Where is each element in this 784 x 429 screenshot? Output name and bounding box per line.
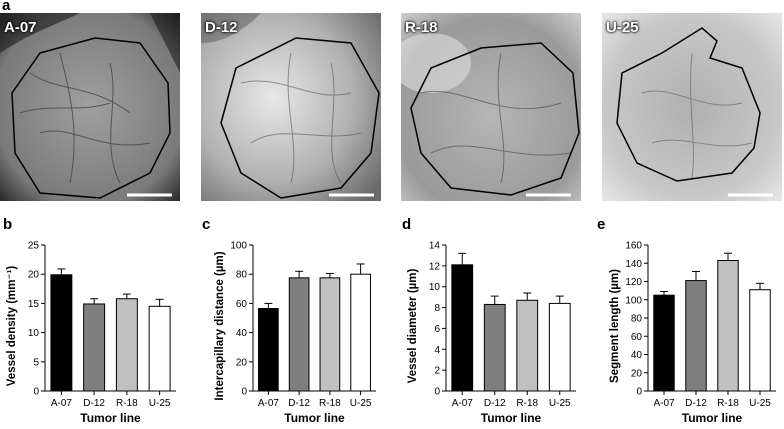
x-axis-label: Tumor line: [682, 411, 743, 425]
bar-chart-svg: 0 2 4 6 8 10 12 14 A-07 D-12 R-18 U-25 Tumor line Ves…: [407, 241, 576, 425]
y-tick-label: 0: [241, 387, 247, 398]
bar: [258, 308, 279, 392]
chart-vessel-diameter: 0 2 4 6 8 10 12 14 A-07 D-12 R-18 U-25 Tumor line Ves…: [400, 232, 578, 429]
bar: [717, 260, 739, 392]
x-tick-label: U-25: [350, 398, 372, 409]
y-tick-label: 160: [625, 241, 642, 252]
bar: [50, 274, 73, 392]
bar: [483, 303, 506, 392]
y-tick-label: 100: [230, 241, 247, 252]
micrograph-label: R-18: [405, 19, 438, 36]
bar: [749, 289, 771, 392]
x-tick-label: A-07: [258, 398, 280, 409]
x-tick-label: R-18: [116, 398, 138, 409]
y-tick-label: 10: [429, 282, 441, 293]
bar: [83, 303, 106, 392]
y-tick-label: 20: [28, 270, 40, 281]
y-tick-label: 140: [625, 259, 642, 270]
micrograph-label: D-12: [205, 19, 238, 36]
y-tick-label: 100: [625, 295, 642, 306]
y-tick-label: 10: [28, 328, 40, 339]
y-tick-label: 2: [434, 366, 440, 377]
y-axis-label: Segment length (µm): [609, 269, 621, 383]
y-tick-label: 0: [636, 387, 642, 398]
chart-vessel-density: 0 5 10 15 20 25 A-07 D-12 R-18 U-25 Tumor line Vess…: [0, 232, 178, 429]
x-tick-label: R-18: [717, 398, 739, 409]
y-tick-label: 8: [434, 303, 440, 314]
bar-chart-svg: 0 5 10 15 20 25 A-07 D-12 R-18 U-25 Tumor line Vess…: [6, 241, 176, 425]
bar: [516, 299, 539, 392]
x-tick-label: R-18: [319, 398, 341, 409]
y-tick-label: 0: [33, 387, 39, 398]
bar: [653, 294, 675, 392]
bar: [319, 277, 341, 392]
x-tick-label: D-12: [83, 398, 105, 409]
x-tick-label: A-07: [51, 398, 73, 409]
y-tick-label: 80: [631, 314, 643, 325]
x-tick-label: D-12: [685, 398, 707, 409]
x-tick-label: A-07: [452, 398, 474, 409]
micrograph-label: U-25: [606, 19, 639, 36]
y-axis-label: Vessel diameter (µm): [407, 269, 419, 384]
y-tick-label: 6: [434, 324, 440, 335]
bar-chart-svg: 0 20 40 60 80 100 120 140 160 A-07 D-12 R-18 U-25 Tum…: [609, 241, 776, 425]
panel-label-a: a: [2, 0, 11, 14]
y-tick-label: 0: [434, 387, 440, 398]
x-tick-label: D-12: [484, 398, 506, 409]
micrograph-label: A-07: [4, 19, 37, 36]
y-tick-label: 40: [236, 328, 248, 339]
y-tick-label: 80: [236, 270, 248, 281]
micrograph-r18: R-18: [401, 13, 581, 201]
x-tick-label: D-12: [288, 398, 310, 409]
y-tick-label: 14: [429, 241, 441, 252]
x-tick-label: U-25: [749, 398, 771, 409]
y-tick-label: 25: [28, 241, 40, 252]
panel-label-b: b: [3, 216, 13, 233]
x-tick-label: U-25: [149, 398, 171, 409]
micrograph-a07-image: [0, 13, 180, 201]
y-tick-label: 60: [631, 332, 643, 343]
panel-label-c: c: [202, 216, 211, 233]
y-axis-label: Vessel density (mm⁻¹): [6, 266, 18, 387]
y-tick-label: 20: [631, 368, 643, 379]
chart-segment-length: 0 20 40 60 80 100 120 140 160 A-07 D-12 R-18 U-25 Tum…: [596, 232, 776, 429]
chart-intercapillary-distance: 0 20 40 60 80 100 A-07 D-12 R-18 U-25 Tumor line In…: [200, 232, 378, 429]
y-tick-label: 40: [631, 350, 643, 361]
x-axis-label: Tumor line: [80, 411, 141, 425]
y-tick-label: 20: [236, 357, 248, 368]
x-tick-label: U-25: [549, 398, 571, 409]
panel-label-d: d: [402, 216, 412, 233]
y-axis-label: Intercapillary distance (µm): [214, 251, 226, 400]
x-axis-label: Tumor line: [284, 411, 345, 425]
bar: [685, 280, 707, 392]
panel-label-e: e: [597, 216, 606, 233]
bar: [115, 298, 138, 392]
bar: [350, 273, 371, 392]
y-tick-label: 15: [28, 299, 40, 310]
micrograph-a07: A-07: [0, 13, 180, 201]
x-axis-label: Tumor line: [481, 411, 542, 425]
bar-chart-svg: 0 20 40 60 80 100 A-07 D-12 R-18 U-25 Tumor line In…: [214, 241, 376, 425]
micrograph-u25-image: [602, 13, 782, 201]
bar: [451, 264, 474, 392]
bar: [148, 305, 171, 392]
y-tick-label: 120: [625, 277, 642, 288]
y-tick-label: 12: [429, 261, 441, 272]
x-tick-label: R-18: [516, 398, 538, 409]
y-tick-label: 4: [434, 345, 440, 356]
x-tick-label: A-07: [653, 398, 675, 409]
y-tick-label: 5: [33, 357, 39, 368]
bar: [548, 302, 571, 392]
bar: [288, 277, 310, 392]
micrograph-d12-image: [201, 13, 381, 201]
micrograph-u25: U-25: [602, 13, 782, 201]
micrograph-r18-image: [401, 13, 581, 201]
micrograph-d12: D-12: [201, 13, 381, 201]
y-tick-label: 60: [236, 299, 248, 310]
